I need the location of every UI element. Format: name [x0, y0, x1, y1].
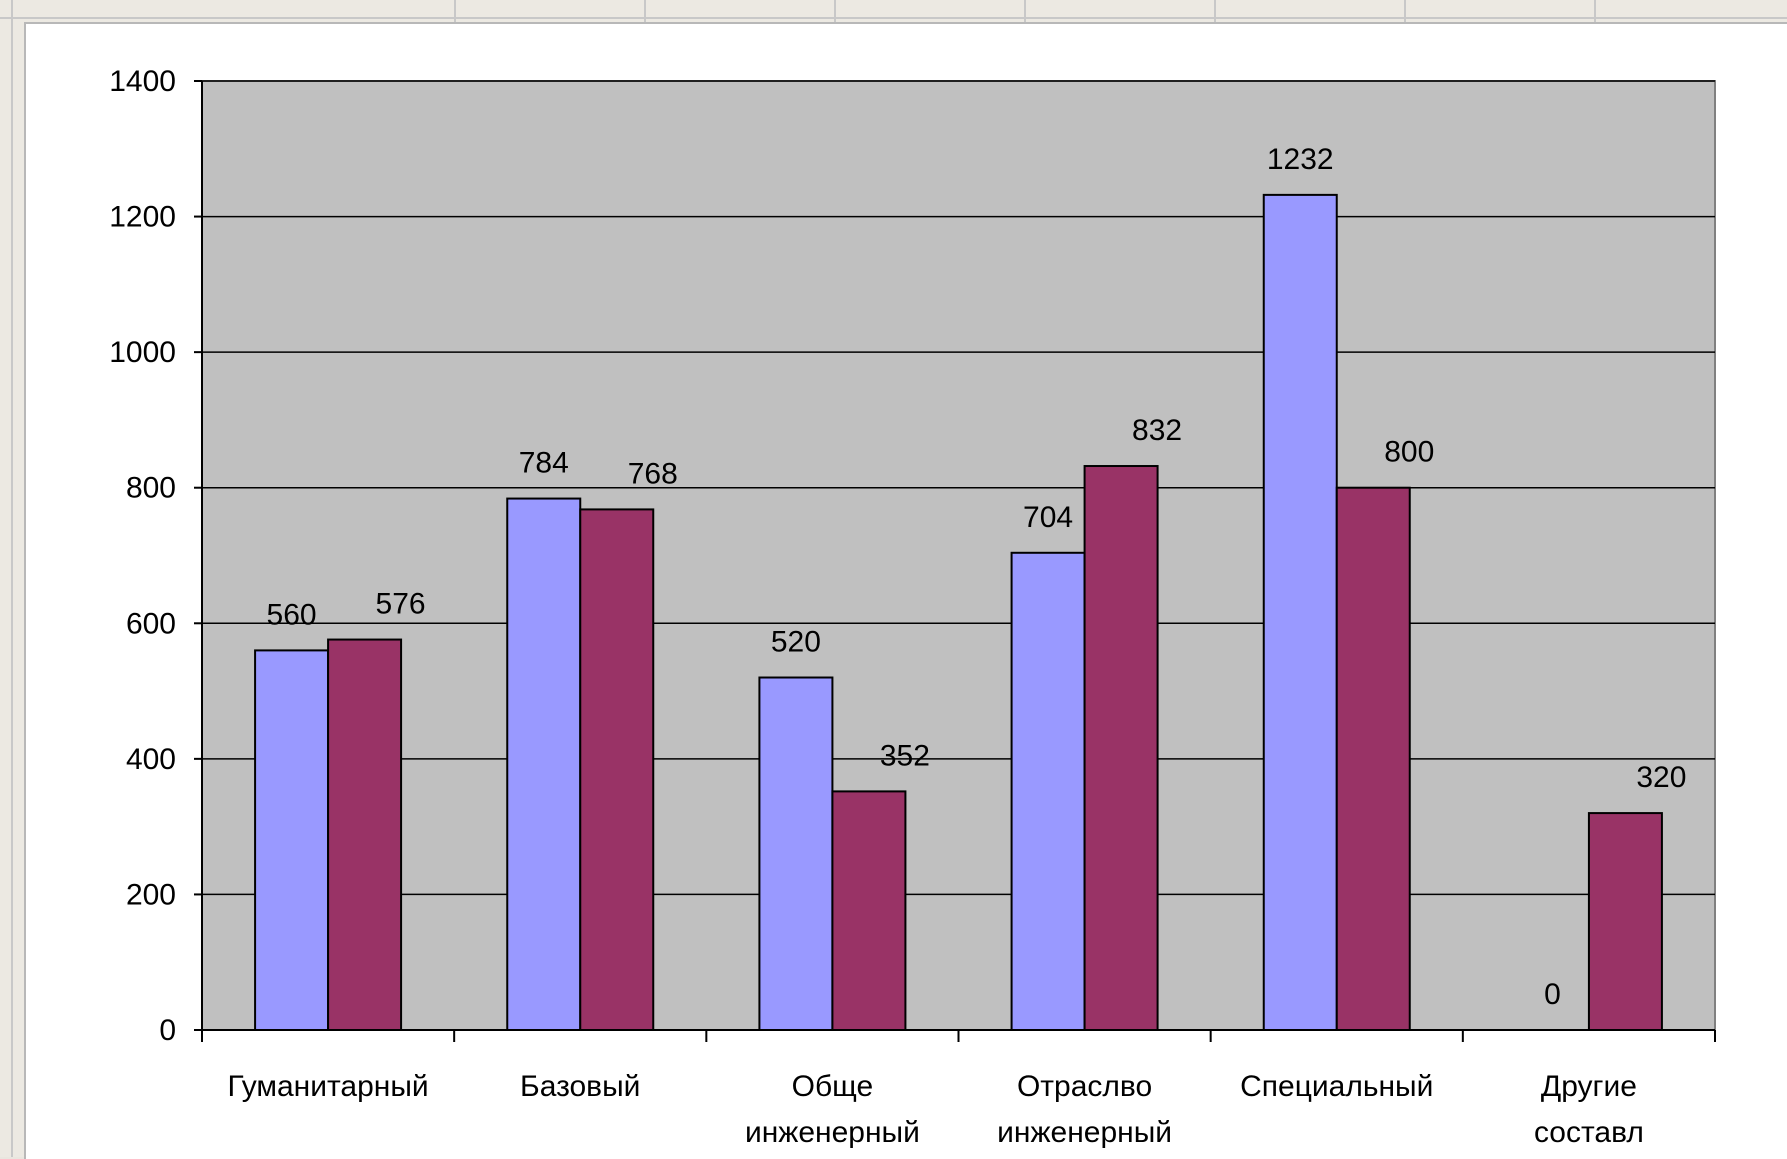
x-tick-label: Базовый: [520, 1070, 640, 1103]
y-tick-label: 200: [126, 878, 176, 911]
data-label: 576: [376, 588, 426, 621]
y-tick-label: 1200: [109, 201, 176, 234]
data-label: 1232: [1267, 143, 1334, 176]
bar[interactable]: [1587, 812, 1663, 1031]
data-label: 832: [1132, 414, 1182, 447]
bar[interactable]: [1083, 465, 1159, 1032]
bar[interactable]: [831, 790, 907, 1031]
bar[interactable]: [1335, 486, 1411, 1031]
x-tick-label: Отраслво: [1017, 1070, 1152, 1103]
bar[interactable]: [579, 508, 655, 1031]
data-label: 768: [628, 457, 678, 490]
bar[interactable]: [1262, 193, 1338, 1031]
y-tick-label: 400: [126, 743, 176, 776]
x-tick-label: Гуманитарный: [227, 1070, 428, 1103]
x-tick-label: составл: [1534, 1116, 1644, 1149]
data-label: 520: [771, 626, 821, 659]
data-label: 560: [267, 598, 317, 631]
plot-area: [201, 80, 1716, 1031]
x-tick-label: инженерный: [997, 1116, 1172, 1149]
y-tick-label: 1000: [109, 336, 176, 369]
bar[interactable]: [758, 676, 834, 1031]
data-label: 784: [519, 447, 569, 480]
bar-chart: 0 200 400 600 800 1000 1200 1400 560 576 Гуманитар…: [109, 65, 1716, 1149]
data-label: 320: [1636, 761, 1686, 794]
x-tick-label: Обще: [792, 1070, 874, 1103]
bar[interactable]: [254, 649, 330, 1032]
y-tick-label: 800: [126, 472, 176, 505]
data-label: 352: [880, 739, 930, 772]
y-tick-label: 1400: [109, 65, 176, 98]
bar[interactable]: [327, 638, 403, 1031]
x-tick-label: Специальный: [1240, 1070, 1433, 1103]
chart-area[interactable]: 0 200 400 600 800 1000 1200 1400 560 576 Гуманитар…: [24, 22, 1787, 1159]
x-tick-label: Другие: [1541, 1070, 1637, 1103]
bar[interactable]: [1010, 551, 1086, 1031]
bar[interactable]: [506, 497, 582, 1031]
y-tick-label: 0: [159, 1014, 176, 1047]
data-label: 704: [1023, 501, 1073, 534]
x-tick-label: инженерный: [745, 1116, 920, 1149]
y-tick-label: 600: [126, 607, 176, 640]
data-label: 800: [1384, 436, 1434, 469]
data-label: 0: [1544, 978, 1561, 1011]
